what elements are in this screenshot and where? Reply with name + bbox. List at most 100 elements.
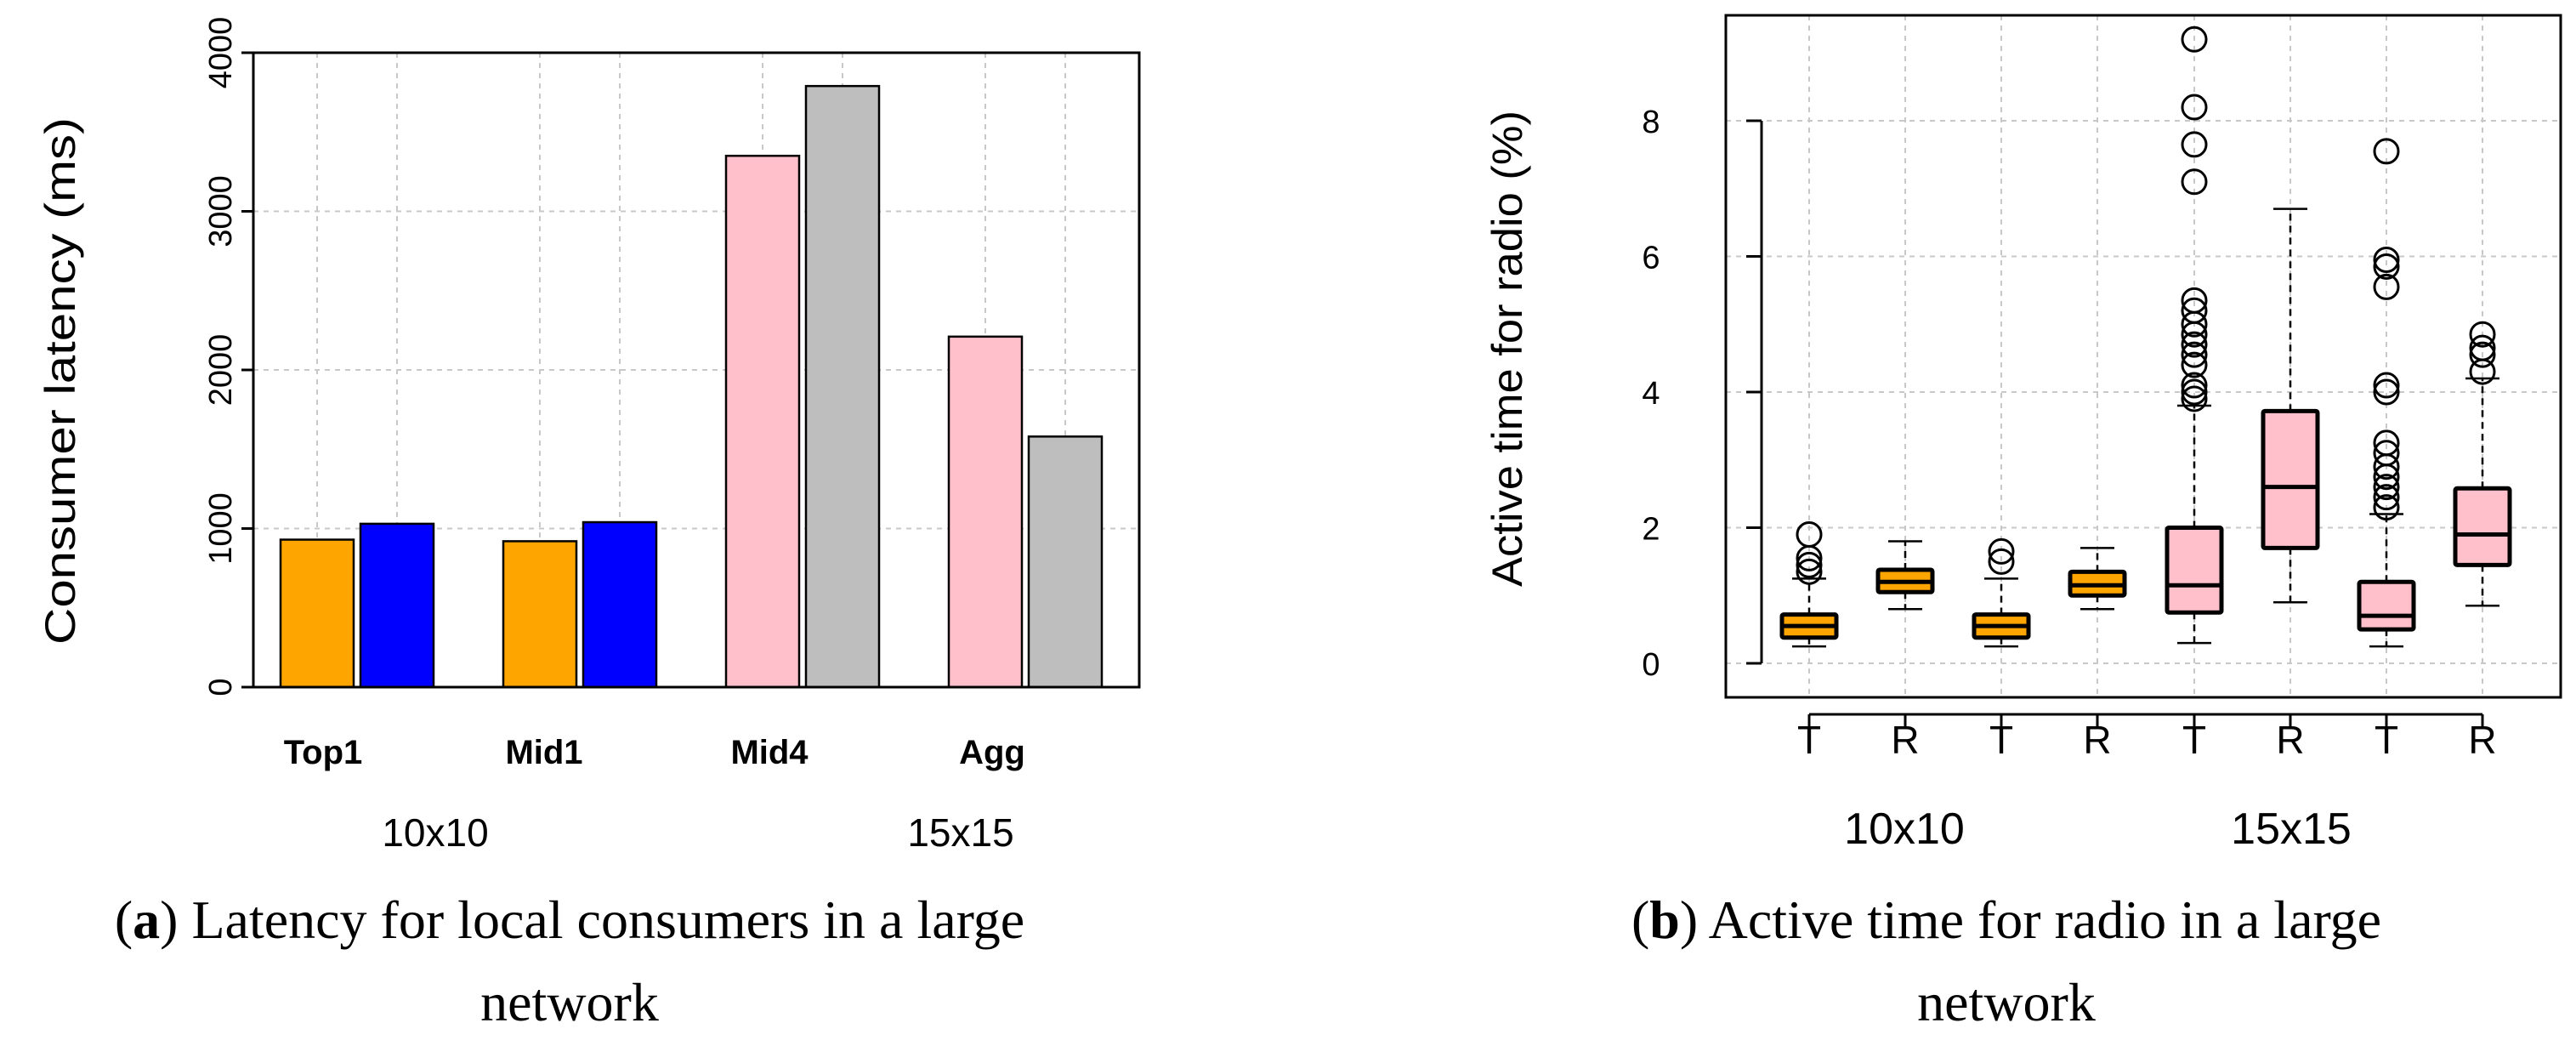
box-plot-y-tick-label: 0 — [1642, 647, 1660, 683]
bar-chart-y-ticks: 0 1000 2000 3000 4000 — [203, 17, 253, 696]
box-plot-category-label: R — [2083, 718, 2111, 762]
box-outlier — [2181, 297, 2208, 324]
box-plot-group-label: 10x10 — [1844, 804, 1965, 854]
box-7-t — [2357, 138, 2416, 728]
bar-chart-y-axis-title: Consumer latency (ms) — [37, 117, 84, 645]
box-outlier — [2373, 429, 2400, 457]
bar-chart-y-tick-label: 2000 — [203, 334, 239, 406]
bar-chart-y-tick-label: 4000 — [203, 17, 239, 89]
caption-b-text: ) Active time for radio in a large — [1680, 890, 2381, 950]
box-plot-y-tick-label: 8 — [1642, 105, 1660, 140]
box-outlier — [2181, 378, 2208, 406]
box-plot-category-label: T — [2375, 718, 2398, 762]
bar-chart-category-label: Mid1 — [505, 734, 582, 771]
caption-a-label: a — [133, 890, 160, 950]
bar-top1-second — [359, 522, 435, 689]
box-plot-y-axis-title: Active time for radio (%) — [1484, 111, 1531, 587]
box-plot-y-tick-label: 4 — [1642, 376, 1660, 412]
box-outlier — [2181, 331, 2208, 358]
box-outlier — [2373, 138, 2400, 165]
bar-agg-first — [947, 335, 1024, 689]
box-iqr — [2165, 526, 2224, 615]
box-outlier — [2181, 26, 2208, 53]
box-outlier — [2181, 168, 2208, 196]
box-outlier — [2469, 341, 2496, 368]
box-outlier — [2181, 372, 2208, 399]
box-outlier — [2469, 321, 2496, 348]
bar-agg-second — [1027, 435, 1104, 689]
box-outlier — [2469, 334, 2496, 361]
box-plot-panel: 0 2 4 6 8 T R T R T R T R 10x10 15x15 Active time fo… — [1484, 14, 2562, 1032]
box-plot-y-tick-label: 6 — [1642, 241, 1660, 276]
bar-chart-category-labels: Top1 Mid1 Mid4 Agg — [284, 734, 1025, 771]
box-plot-group-labels: 10x10 15x15 — [1844, 804, 2352, 854]
box-outlier — [2181, 287, 2208, 314]
bar-mid4-second — [804, 84, 881, 689]
box-outlier — [1988, 548, 2015, 575]
bar-chart-y-tick-label: 1000 — [203, 492, 239, 565]
box-plot-category-label: T — [2182, 718, 2206, 762]
box-plot-y-tick-label: 2 — [1642, 512, 1660, 548]
bar-top1-first — [279, 538, 355, 689]
caption-b-label: b — [1649, 890, 1680, 950]
box-outlier — [2181, 131, 2208, 158]
box-5-t — [2165, 26, 2224, 728]
box-3-t — [1972, 537, 2031, 728]
bar-chart-group-label: 10x10 — [382, 810, 488, 855]
bar-chart-category-label: Agg — [959, 734, 1025, 771]
box-outlier — [2373, 474, 2400, 501]
box-outlier — [1796, 520, 1823, 548]
box-outlier — [2373, 484, 2400, 511]
box-outlier — [2181, 94, 2208, 121]
box-plot-category-label: R — [2468, 718, 2496, 762]
box-plot-category-label: T — [1797, 718, 1821, 762]
box-plot-category-label: R — [1891, 718, 1919, 762]
box-1-t — [1779, 520, 1839, 728]
box-outlier — [2373, 440, 2400, 467]
box-plot-plot-frame — [1724, 14, 2562, 699]
box-outlier — [2181, 385, 2208, 412]
caption-b-line2: network — [1917, 972, 2096, 1032]
box-plot-group-label: 15x15 — [2231, 804, 2352, 854]
caption-a: (a) Latency for local consumers in a lar… — [115, 890, 1024, 950]
bar-mid1-first — [502, 540, 578, 689]
box-6-r — [2261, 207, 2320, 728]
bar-chart-y-tick-label: 3000 — [203, 175, 239, 247]
box-plot-category-label: R — [2276, 718, 2304, 762]
bar-chart-category-label: Mid4 — [730, 734, 809, 771]
box-iqr — [2261, 408, 2320, 550]
box-plot-y-ticks: 0 2 4 6 8 — [1642, 105, 1762, 683]
bar-chart-category-label: Top1 — [284, 734, 363, 771]
box-2-r — [1875, 540, 1935, 728]
box-plot-category-label: T — [1989, 718, 2013, 762]
caption-b: (b) Active time for radio in a large — [1631, 890, 2381, 950]
box-outlier — [2373, 494, 2400, 521]
bar-mid4-first — [724, 154, 801, 689]
caption-a-line2: network — [480, 972, 659, 1032]
box-plot-boxes — [1779, 26, 2512, 728]
bar-chart-y-tick-label: 0 — [203, 678, 239, 696]
box-8-r — [2453, 321, 2512, 728]
box-outlier — [1988, 537, 2015, 565]
caption-a-text: ) Latency for local consumers in a large — [160, 890, 1024, 950]
box-outlier — [2373, 273, 2400, 300]
box-outlier — [1796, 551, 1823, 578]
box-4-r — [2068, 547, 2127, 728]
box-outlier — [2373, 372, 2400, 399]
box-outlier — [1796, 558, 1823, 585]
box-iqr — [2357, 579, 2416, 632]
box-outlier — [2181, 351, 2208, 378]
box-outlier — [2181, 341, 2208, 368]
box-iqr — [2453, 486, 2512, 567]
box-outlier — [2373, 246, 2400, 273]
box-plot-gridlines — [1726, 15, 2561, 697]
box-outlier — [2373, 378, 2400, 406]
bar-mid1-second — [582, 520, 658, 689]
box-outlier — [2373, 253, 2400, 280]
bar-chart-group-labels: 10x10 15x15 — [382, 810, 1013, 855]
bar-chart-bars — [279, 84, 1104, 689]
bar-chart-group-label: 15x15 — [907, 810, 1013, 855]
